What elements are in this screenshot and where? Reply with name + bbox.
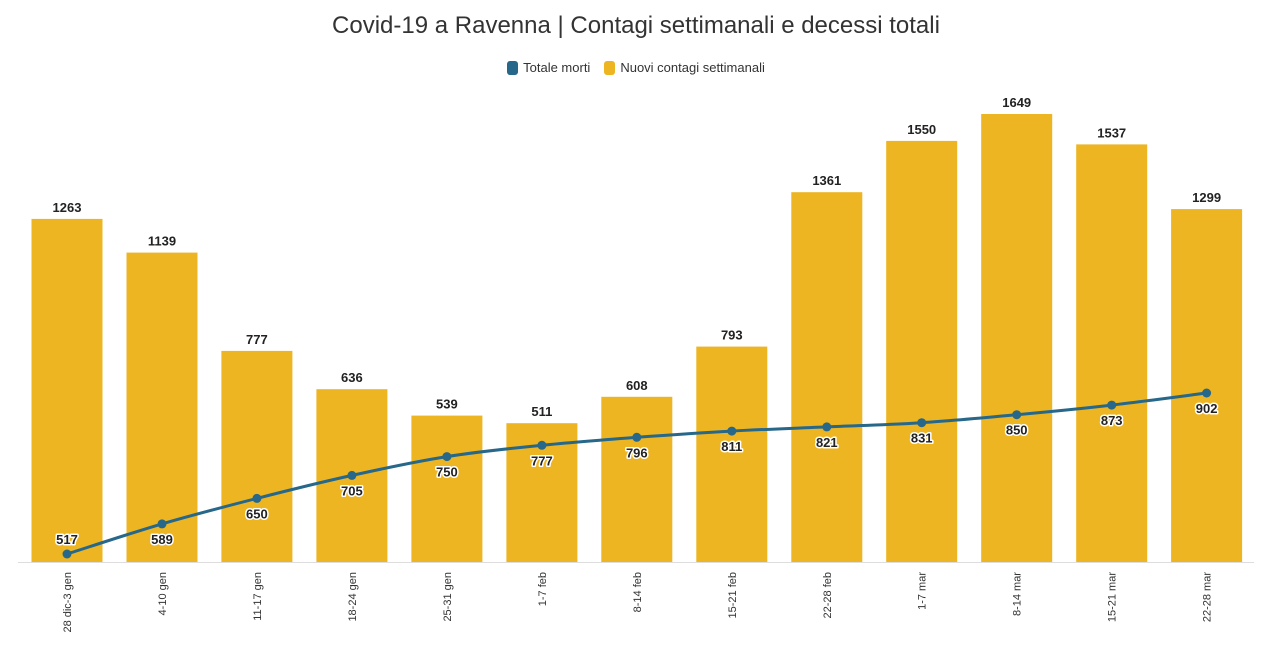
- bar-8: [791, 192, 863, 562]
- bar-label-7: 793: [721, 328, 743, 343]
- bar-label-5: 511: [531, 404, 552, 419]
- line-label-0: 517: [56, 532, 78, 547]
- x-tick-label-2: 11-17 gen: [252, 572, 264, 621]
- line-label-7: 811: [721, 439, 742, 454]
- bar-label-1: 1139: [148, 234, 176, 249]
- line-point-9: [917, 418, 927, 428]
- bar-label-10: 1649: [1002, 95, 1031, 110]
- line-point-10: [1012, 410, 1022, 420]
- line-point-2: [252, 493, 262, 503]
- bar-10: [981, 114, 1053, 562]
- bar-label-0: 1263: [53, 200, 82, 215]
- bar-4: [411, 415, 483, 562]
- line-point-7: [727, 426, 737, 436]
- bar-1: [126, 252, 198, 562]
- line-point-12: [1202, 388, 1212, 398]
- bar-0: [31, 218, 103, 562]
- x-tick-label-1: 4-10 gen: [157, 572, 169, 615]
- line-label-3: 705: [341, 483, 363, 498]
- bar-7: [696, 346, 768, 562]
- bar-9: [886, 140, 958, 562]
- bar-label-6: 608: [626, 378, 648, 393]
- x-tick-label-3: 18-24 gen: [347, 572, 359, 622]
- chart-title: Covid-19 a Ravenna | Contagi settimanali…: [332, 12, 940, 39]
- bar-2: [221, 350, 293, 562]
- bar-12: [1171, 209, 1243, 562]
- x-tick-label-11: 15-21 mar: [1107, 572, 1119, 622]
- line-label-4: 750: [436, 465, 458, 480]
- x-tick-label-8: 22-28 feb: [822, 572, 834, 618]
- line-point-8: [822, 422, 832, 432]
- x-tick-label-12: 22-28 mar: [1202, 572, 1214, 622]
- legend-label-cases: Nuovi contagi settimanali: [620, 60, 765, 75]
- line-label-1: 589: [151, 532, 173, 547]
- line-point-5: [537, 440, 547, 450]
- legend-swatch-deaths: [507, 60, 519, 75]
- x-tick-label-7: 15-21 feb: [727, 572, 739, 618]
- bar-6: [601, 396, 673, 562]
- x-tick-label-0: 28 dic-3 gen: [62, 572, 74, 633]
- bar-11: [1076, 144, 1148, 562]
- line-label-8: 821: [816, 435, 838, 450]
- bar-label-3: 636: [341, 370, 363, 385]
- line-point-6: [632, 432, 642, 442]
- line-point-0: [62, 549, 72, 559]
- line-point-3: [347, 470, 357, 480]
- x-tick-label-10: 8-14 mar: [1012, 572, 1024, 616]
- legend-item-deaths[interactable]: Totale morti: [507, 60, 590, 75]
- bar-label-9: 1550: [907, 122, 936, 137]
- x-tick-label-4: 25-31 gen: [442, 572, 454, 622]
- x-tick-label-5: 1-7 feb: [537, 572, 549, 606]
- line-label-10: 850: [1006, 423, 1028, 438]
- bar-label-12: 1299: [1192, 190, 1221, 205]
- x-tick-label-9: 1-7 mar: [917, 572, 929, 610]
- line-label-9: 831: [911, 431, 933, 446]
- legend: Totale morti Nuovi contagi settimanali: [0, 60, 1272, 75]
- bar-label-4: 539: [436, 397, 458, 412]
- x-tick-label-6: 8-14 feb: [632, 572, 644, 612]
- line-point-1: [157, 519, 167, 529]
- line-label-6: 796: [626, 445, 648, 460]
- line-point-11: [1107, 400, 1117, 410]
- line-label-2: 650: [246, 506, 268, 521]
- line-label-12: 902: [1196, 401, 1218, 416]
- legend-swatch-cases: [604, 60, 616, 75]
- line-label-5: 777: [531, 453, 553, 468]
- bar-label-2: 777: [246, 332, 268, 347]
- line-label-11: 873: [1101, 413, 1123, 428]
- legend-label-deaths: Totale morti: [523, 60, 591, 75]
- bar-label-11: 1537: [1097, 125, 1126, 140]
- line-point-4: [442, 452, 452, 462]
- legend-item-cases[interactable]: Nuovi contagi settimanali: [604, 60, 765, 75]
- bar-label-8: 1361: [812, 173, 841, 188]
